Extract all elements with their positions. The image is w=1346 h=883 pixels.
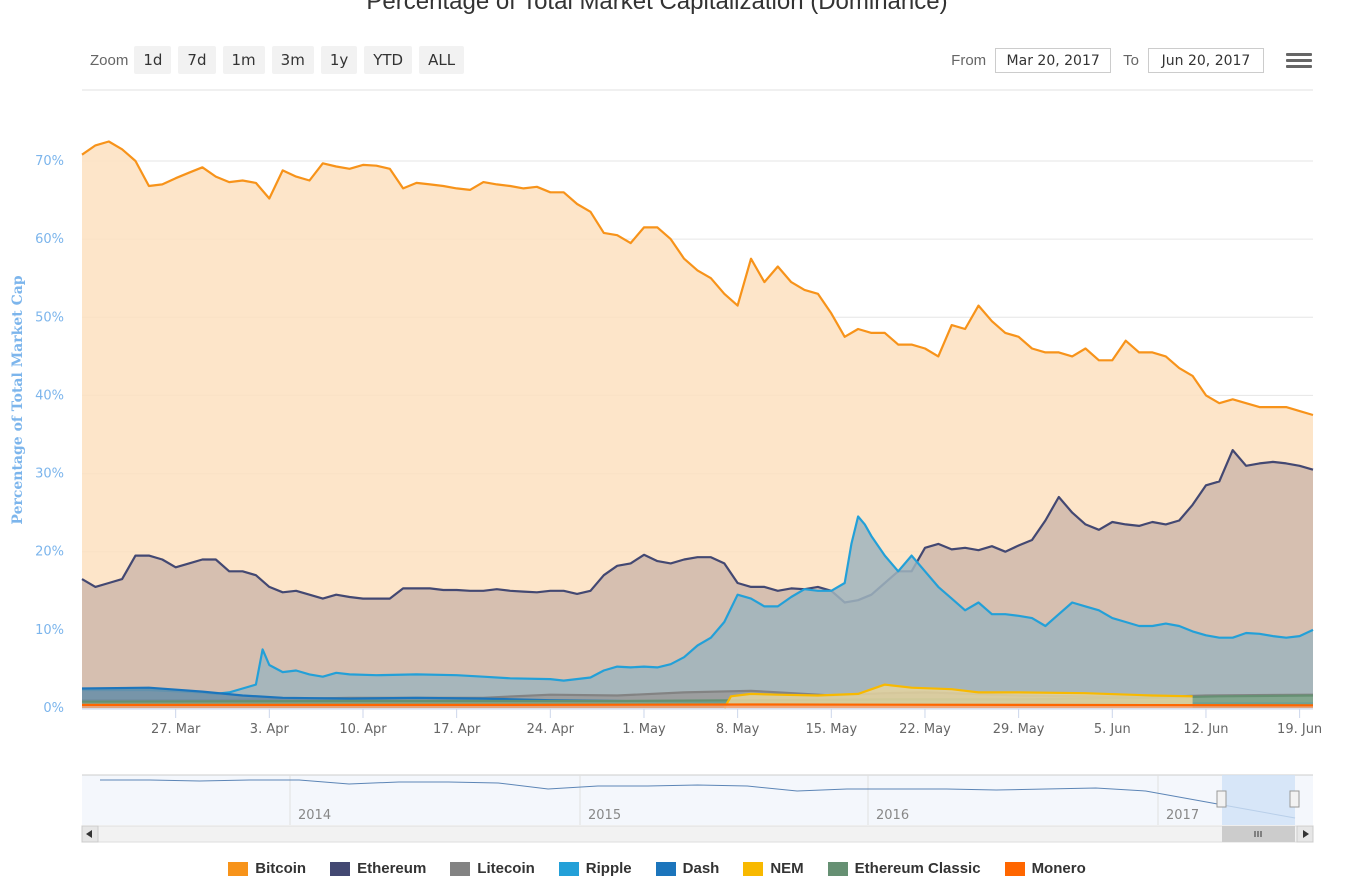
zoom-7d-button[interactable]: 7d [178, 46, 216, 74]
zoom-3m-button[interactable]: 3m [271, 46, 314, 74]
to-date-input[interactable]: Jun 20, 2017 [1148, 47, 1264, 73]
legend-label: Dash [682, 860, 720, 877]
legend-item-bitcoin[interactable]: Bitcoin [228, 860, 306, 877]
x-tick-label: 3. Apr [250, 722, 290, 737]
from-date-input[interactable]: Mar 20, 2017 [995, 47, 1112, 73]
hamburger-menu-icon[interactable] [1286, 50, 1312, 72]
series-area-nem [724, 684, 1193, 708]
legend-swatch [1004, 861, 1025, 876]
chart-title: Percentage of Total Market Capitalizatio… [366, 0, 948, 15]
x-tick-label: 10. Apr [339, 722, 387, 737]
navigator-series-line [100, 779, 1296, 819]
legend-label: Monero [1031, 860, 1086, 877]
x-tick-label: 29. May [993, 722, 1045, 737]
y-tick-label: 70% [35, 154, 64, 169]
y-tick-label: 60% [35, 232, 64, 247]
chart-svg: 0% 10% 20% 30% 40% 50% 60% 70% 27. Mar 3. Apr 10.… [10, 89, 1322, 843]
x-tick-label: 27. Mar [151, 722, 201, 737]
series-areas [81, 140, 1314, 709]
legend-swatch [827, 861, 848, 876]
y-tick-label: 30% [35, 467, 64, 482]
legend-item-litecoin[interactable]: Litecoin [450, 860, 535, 877]
legend: Bitcoin Ethereum Litecoin Ripple Dash NEM Ethe… [0, 860, 1314, 877]
navigator-year-label: 2014 [298, 808, 331, 823]
series-line-nem[interactable] [723, 683, 1193, 709]
date-range: From Mar 20, 2017 To Jun 20, 2017 [939, 46, 1264, 74]
zoom-label: Zoom [90, 51, 129, 69]
zoom-all-button[interactable]: ALL [419, 46, 465, 74]
legend-label: Ripple [585, 860, 632, 877]
legend-item-nem[interactable]: NEM [743, 860, 804, 877]
series-line-ethereum[interactable] [81, 449, 1314, 604]
navigator-right-handle[interactable] [1289, 790, 1300, 808]
legend-item-monero[interactable]: Monero [1004, 860, 1086, 877]
scrollbar-track[interactable] [81, 825, 1314, 843]
y-tick-label: 40% [35, 388, 64, 403]
y-tick-label: 50% [35, 310, 64, 325]
zoom-1d-button[interactable]: 1d [134, 46, 172, 74]
zoom-toolbar: Zoom 1d 7d 1m 3m 1y YTD ALL [90, 46, 471, 74]
legend-label: Ethereum [357, 860, 427, 877]
legend-swatch [558, 861, 579, 876]
navigator-left-handle[interactable] [1216, 790, 1227, 808]
y-tick-label: 0% [43, 701, 64, 716]
scroll-left-arrow-icon [86, 830, 92, 838]
series-line-ripple[interactable] [82, 515, 1314, 695]
x-axis-ticks: 27. Mar 3. Apr 10. Apr 17. Apr 24. Apr 1. May… [82, 708, 1322, 737]
legend-item-ethereum[interactable]: Ethereum [330, 860, 426, 877]
legend-swatch [228, 861, 249, 876]
x-tick-label: 24. Apr [527, 722, 575, 737]
legend-label: Litecoin [477, 860, 535, 877]
to-label: To [1123, 51, 1139, 69]
x-tick-label: 5. Jun [1094, 722, 1131, 737]
navigator-year-label: 2016 [876, 808, 909, 823]
x-tick-label: 17. Apr [433, 722, 481, 737]
x-tick-label: 12. Jun [1183, 722, 1228, 737]
x-tick-label: 8. May [716, 722, 760, 737]
legend-swatch [450, 861, 471, 876]
x-tick-label: 19. Jun [1277, 722, 1322, 737]
zoom-ytd-button[interactable]: YTD [364, 46, 413, 74]
legend-item-ethereum-classic[interactable]: Ethereum Classic [827, 860, 981, 877]
scrollbar-grip-icon [1254, 831, 1262, 837]
series-area-ripple [82, 516, 1313, 708]
legend-label: Bitcoin [255, 860, 307, 877]
x-tick-label: 15. May [805, 722, 857, 737]
x-tick-label: 1. May [622, 722, 666, 737]
legend-item-ripple[interactable]: Ripple [558, 860, 632, 877]
series-line-bitcoin[interactable] [81, 140, 1314, 417]
legend-label: NEM [770, 860, 804, 877]
series-line-monero[interactable] [82, 703, 1314, 707]
navigator-year-label: 2017 [1166, 808, 1199, 823]
navigator-background [82, 775, 1313, 825]
navigator[interactable]: 2014 2015 2016 2017 [81, 774, 1314, 843]
from-label: From [951, 51, 987, 69]
zoom-1m-button[interactable]: 1m [222, 46, 265, 74]
legend-swatch [330, 861, 351, 876]
navigator-selection[interactable] [1222, 775, 1295, 825]
legend-swatch [655, 861, 676, 876]
legend-swatch [743, 861, 764, 876]
legend-label: Ethereum Classic [854, 860, 981, 877]
x-tick-label: 22. May [899, 722, 951, 737]
legend-item-dash[interactable]: Dash [655, 860, 720, 877]
scroll-right-arrow-icon [1303, 830, 1309, 838]
navigator-year-label: 2015 [588, 808, 621, 823]
y-tick-label: 10% [35, 623, 64, 638]
navigator-year-labels: 2014 2015 2016 2017 [289, 775, 1199, 825]
y-axis-label: Percentage of Total Market Cap [10, 275, 26, 524]
y-axis-ticks: 0% 10% 20% 30% 40% 50% 60% 70% [35, 154, 64, 716]
zoom-1y-button[interactable]: 1y [320, 46, 358, 74]
y-tick-label: 20% [35, 545, 64, 560]
